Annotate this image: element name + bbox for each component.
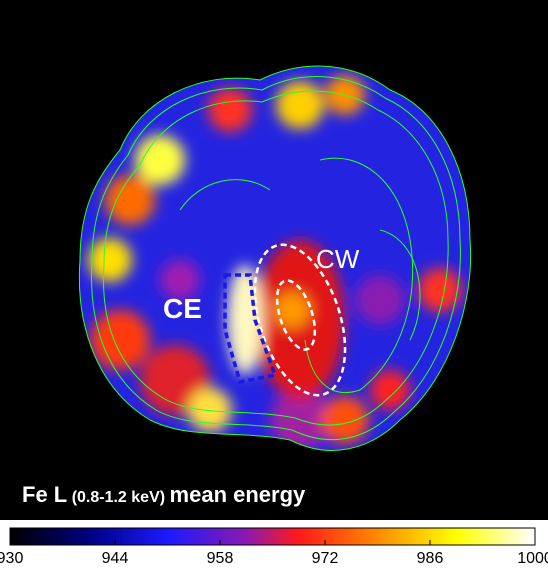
remnant-map: [79, 66, 471, 451]
caption-quantity: mean energy: [170, 482, 306, 507]
cw-inner-region: [275, 279, 317, 351]
cw-region: [253, 243, 347, 397]
colorbar: [9, 527, 536, 546]
ce-label: CE: [163, 293, 202, 324]
caption-band: (0.8-1.2 keV): [72, 489, 165, 506]
colorbar-tick-label: 930: [0, 550, 23, 565]
ce-region: [223, 273, 278, 385]
colorbar-tick-label: 958: [207, 550, 234, 565]
caption-element: Fe L: [22, 482, 67, 507]
cw-label: CW: [316, 244, 360, 274]
contours: [78, 65, 472, 451]
colorbar-tick-label: 972: [312, 550, 339, 565]
colorbar-tick-label: 986: [417, 550, 444, 565]
colorbar-tick-label: 944: [102, 550, 129, 565]
colorbar-tick-label: 1000: [517, 550, 548, 565]
caption: Fe L (0.8-1.2 keV) mean energy: [22, 482, 306, 507]
colorbar-ticks: 930 944 958 972 986 1000: [0, 540, 548, 567]
